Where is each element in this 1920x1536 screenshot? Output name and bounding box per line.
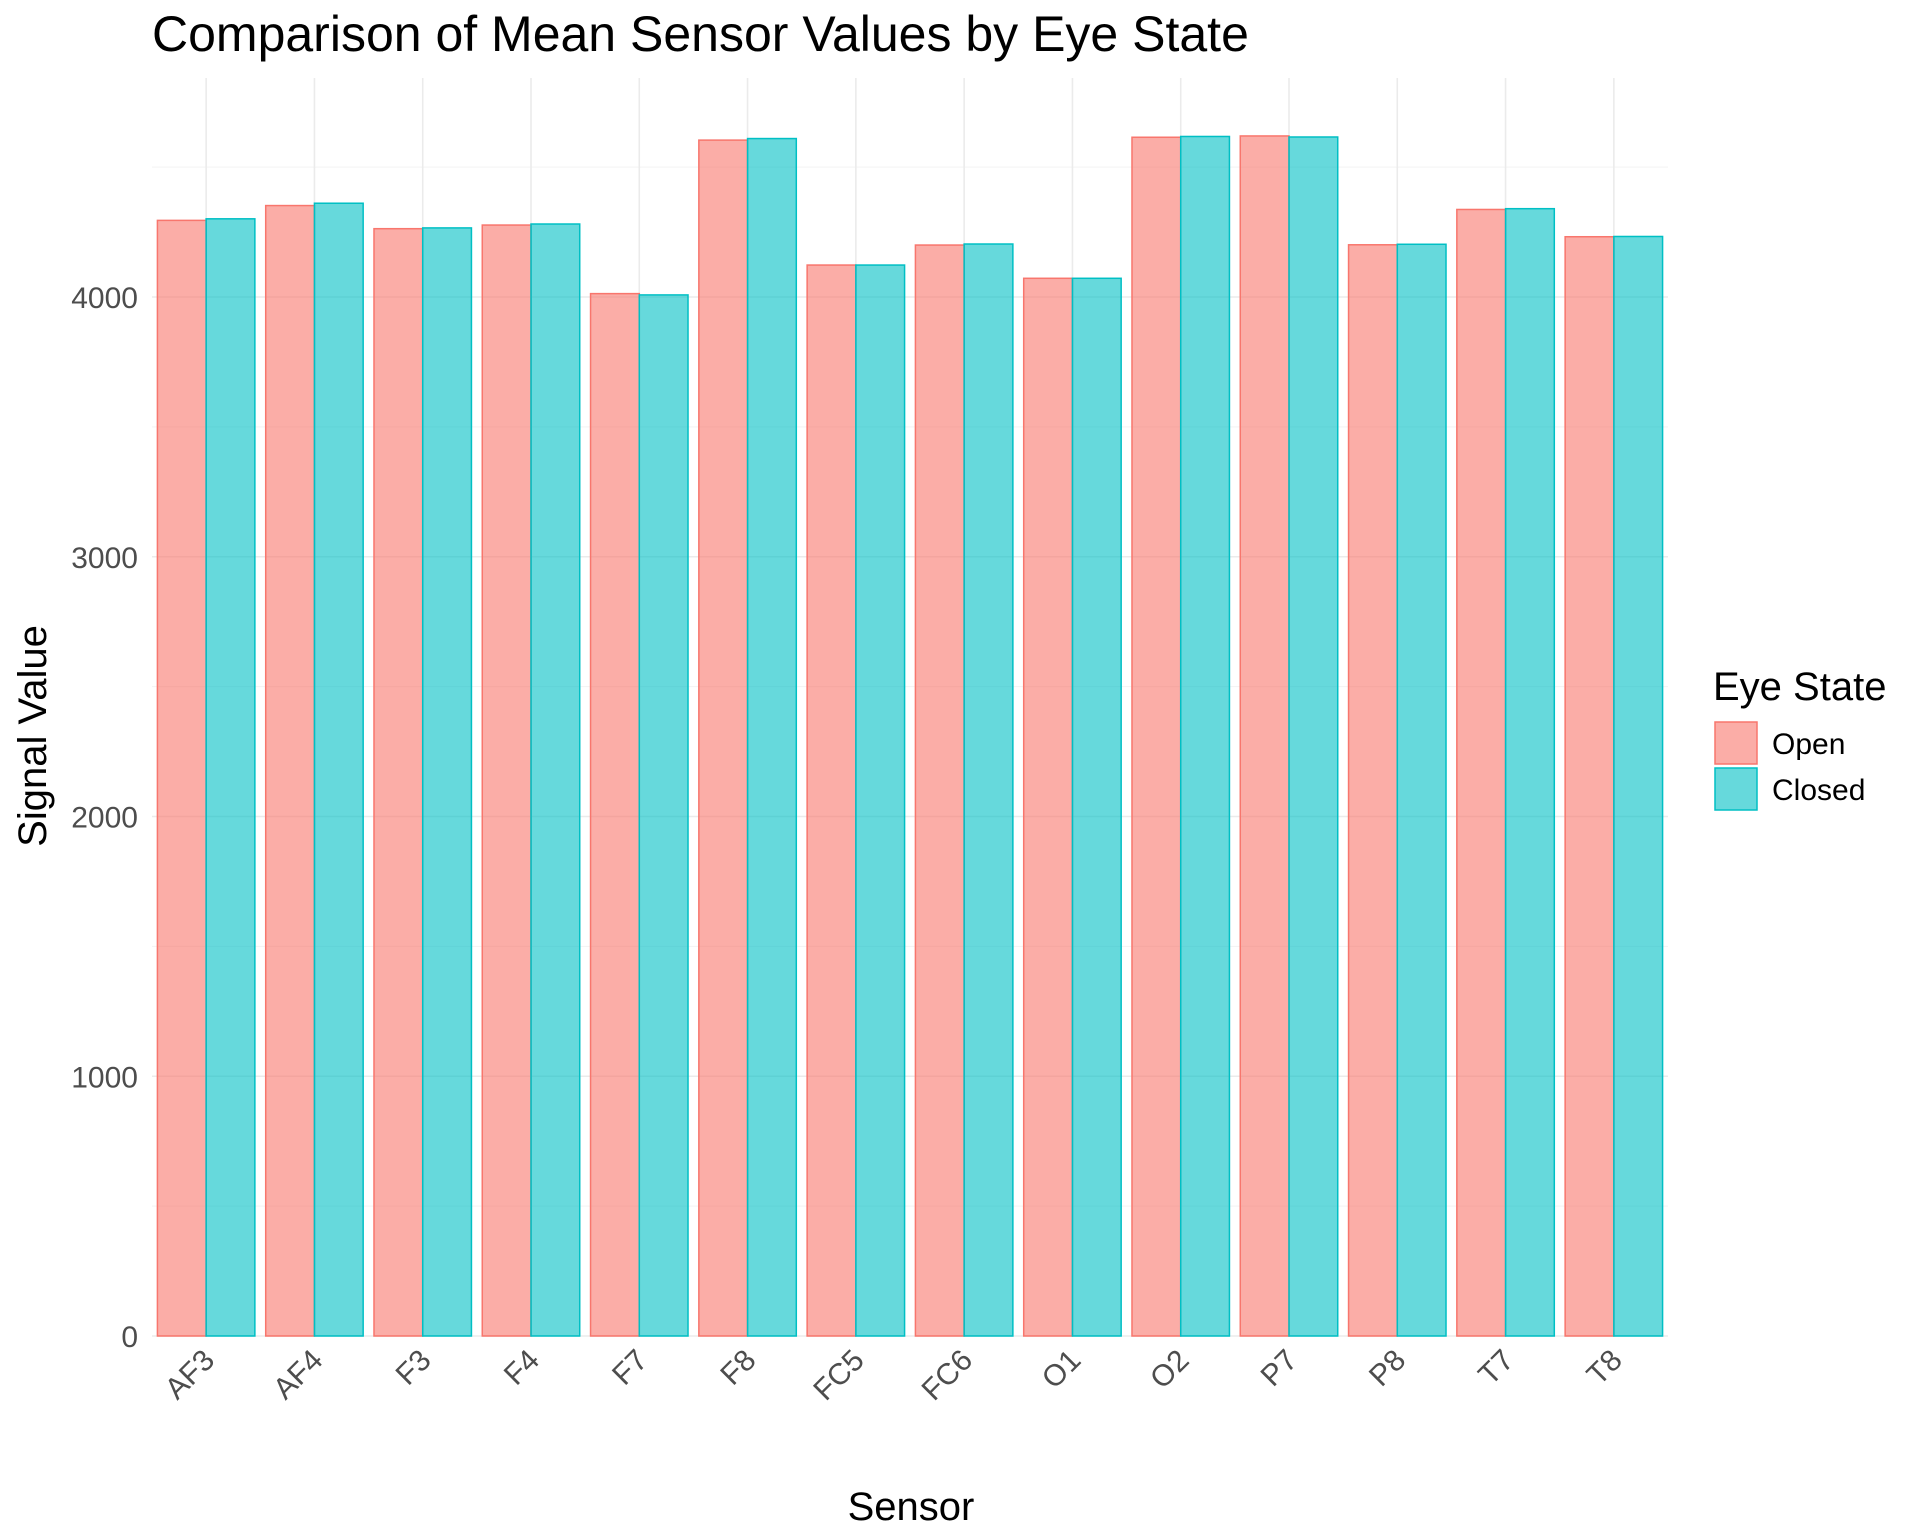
x-axis-ticks: AF3 AF4 F3 F4 F7 F8 FC5 FC6 O1 O2 P7 P8 T7 T8	[159, 1344, 1629, 1407]
x-tick-label: F8	[714, 1344, 762, 1392]
bar-closed-fc5	[855, 264, 906, 1337]
y-axis-ticks: 0 1000 2000 3000 4000	[71, 282, 138, 1354]
bar-open-p8	[1347, 244, 1399, 1337]
x-tick-label: P7	[1255, 1344, 1304, 1393]
bar-open-af4	[264, 204, 316, 1337]
x-tick-label: AF3	[159, 1344, 221, 1406]
bar-closed-fc6	[963, 243, 1014, 1337]
bar-open-f4	[481, 224, 532, 1337]
bar-closed-p8	[1396, 243, 1447, 1337]
bar-closed-t7	[1504, 207, 1556, 1337]
x-tick-label: P8	[1363, 1344, 1412, 1393]
bar-open-t8	[1564, 235, 1615, 1337]
legend-key-closed	[1714, 767, 1758, 811]
x-tick-label: FC5	[807, 1344, 870, 1407]
bar-closed-o2	[1179, 135, 1231, 1337]
bar-open-af3	[156, 219, 207, 1337]
x-tick-label: F3	[390, 1344, 438, 1392]
bar-open-f8	[698, 139, 749, 1337]
bar-closed-f8	[746, 137, 798, 1337]
legend: Eye State Open Closed	[1713, 665, 1886, 811]
legend-key-open	[1714, 721, 1758, 765]
x-tick-label: F4	[498, 1344, 546, 1392]
bar-closed-f7	[638, 294, 689, 1337]
legend-label-open: Open	[1772, 728, 1845, 761]
x-tick-label: O2	[1144, 1344, 1196, 1396]
y-tick-label: 3000	[71, 542, 138, 575]
bar-open-f3	[373, 227, 424, 1337]
bar-closed-f3	[421, 227, 473, 1337]
bar-closed-p7	[1288, 136, 1339, 1337]
bar-open-o2	[1131, 136, 1182, 1337]
bar-group	[156, 135, 1664, 1337]
legend-label-closed: Closed	[1772, 774, 1865, 807]
x-tick-label: FC6	[916, 1344, 979, 1407]
bar-open-fc6	[914, 244, 965, 1337]
bar-open-f7	[589, 292, 641, 1337]
bar-closed-af4	[313, 202, 364, 1337]
y-tick-label: 0	[121, 1321, 138, 1354]
y-axis-title: Signal Value	[11, 625, 55, 847]
x-tick-label: F7	[606, 1344, 654, 1392]
bar-closed-af3	[205, 218, 256, 1337]
bar-closed-o1	[1071, 277, 1122, 1337]
bar-closed-f4	[530, 223, 581, 1337]
bar-open-o1	[1022, 277, 1074, 1337]
x-tick-label: O1	[1036, 1344, 1088, 1396]
bar-closed-t8	[1613, 235, 1664, 1337]
x-tick-label: T8	[1581, 1344, 1629, 1392]
y-tick-label: 4000	[71, 282, 138, 315]
bar-open-p7	[1239, 135, 1290, 1337]
bar-open-fc5	[806, 264, 857, 1337]
x-axis-title: Sensor	[848, 1485, 975, 1529]
y-tick-label: 1000	[71, 1061, 138, 1094]
bar-open-t7	[1456, 208, 1507, 1337]
y-tick-label: 2000	[71, 802, 138, 835]
legend-title: Eye State	[1713, 665, 1886, 709]
chart-title: Comparison of Mean Sensor Values by Eye …	[152, 6, 1249, 62]
x-tick-label: AF4	[267, 1344, 329, 1406]
x-tick-label: T7	[1472, 1344, 1520, 1392]
